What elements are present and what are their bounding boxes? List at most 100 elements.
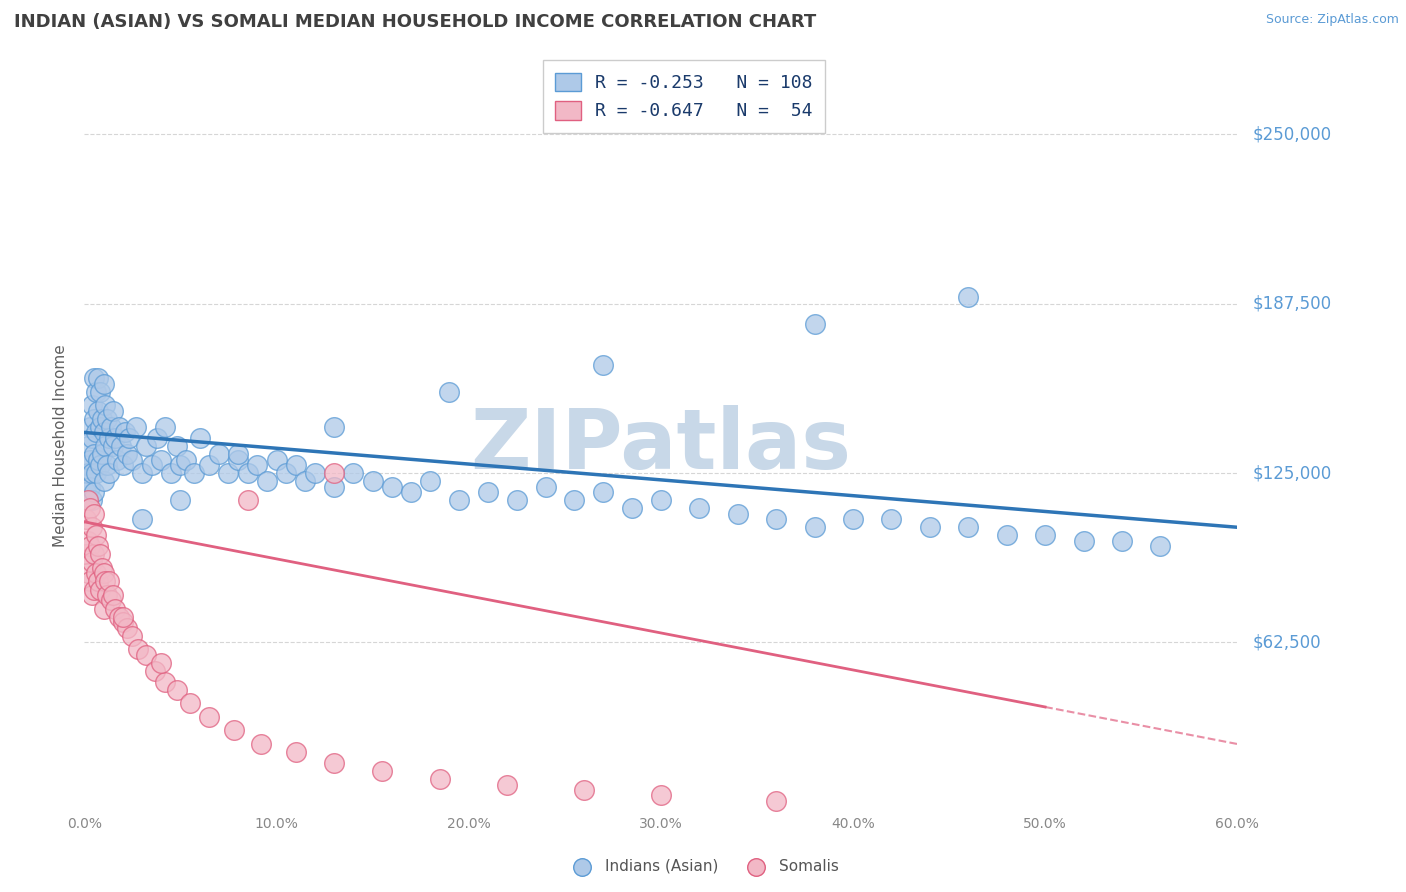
Point: [83, 371, 105, 385]
Point: [688, 501, 710, 516]
Point: [93, 474, 115, 488]
Point: [80, 466, 103, 480]
Point: [153, 420, 176, 434]
Point: [87, 452, 110, 467]
Point: [89, 458, 111, 472]
Point: [80, 398, 103, 412]
Legend: R = -0.253   N = 108, R = -0.647   N =  54: R = -0.253 N = 108, R = -0.647 N = 54: [543, 60, 825, 133]
Point: [83, 582, 105, 597]
Point: [93, 425, 115, 440]
Point: [87, 404, 110, 418]
Point: [100, 593, 122, 607]
Point: [89, 582, 111, 597]
Point: [84, 566, 107, 581]
Point: [323, 466, 346, 480]
Point: [166, 682, 188, 697]
Point: [323, 480, 346, 494]
Point: [77, 493, 100, 508]
Point: [75, 458, 97, 472]
Point: [150, 452, 173, 467]
Point: [115, 620, 138, 634]
Point: [131, 466, 153, 480]
Point: [174, 452, 197, 467]
Point: [429, 772, 451, 787]
Point: [150, 656, 173, 670]
Point: [121, 452, 143, 467]
Point: [304, 466, 326, 480]
Point: [371, 764, 394, 778]
Text: INDIAN (ASIAN) VS SOMALI MEDIAN HOUSEHOLD INCOME CORRELATION CHART: INDIAN (ASIAN) VS SOMALI MEDIAN HOUSEHOL…: [14, 13, 817, 31]
Point: [100, 420, 122, 434]
Point: [218, 466, 240, 480]
Point: [250, 737, 273, 751]
Point: [104, 431, 127, 445]
Point: [96, 412, 118, 426]
Point: [141, 458, 163, 472]
Point: [98, 466, 121, 480]
Point: [94, 574, 117, 589]
Point: [323, 420, 346, 434]
Point: [87, 539, 110, 553]
Point: [83, 447, 105, 461]
Point: [208, 447, 231, 461]
Point: [127, 642, 149, 657]
Point: [995, 528, 1018, 542]
Point: [131, 512, 153, 526]
Point: [880, 512, 903, 526]
Point: [419, 474, 441, 488]
Point: [83, 507, 105, 521]
Point: [169, 493, 191, 508]
Point: [449, 493, 471, 508]
Point: [727, 507, 749, 521]
Point: [135, 648, 157, 662]
Point: [276, 466, 298, 480]
Point: [108, 609, 131, 624]
Point: [765, 512, 787, 526]
Point: [77, 466, 100, 480]
Point: [592, 358, 614, 372]
Point: [342, 466, 364, 480]
Point: [89, 420, 111, 434]
Point: [104, 601, 127, 615]
Point: [534, 480, 557, 494]
Point: [79, 574, 101, 589]
Point: [650, 789, 672, 803]
Point: [294, 474, 316, 488]
Point: [381, 480, 404, 494]
Point: [79, 420, 101, 434]
Point: [146, 431, 169, 445]
Point: [108, 420, 131, 434]
Point: [918, 520, 941, 534]
Point: [87, 574, 110, 589]
Point: [80, 588, 103, 602]
Point: [399, 485, 422, 500]
Point: [80, 431, 103, 445]
Point: [84, 528, 107, 542]
Point: [83, 412, 105, 426]
Point: [105, 452, 128, 467]
Text: $187,500: $187,500: [1253, 294, 1331, 313]
Point: [90, 412, 112, 426]
Point: [77, 566, 100, 581]
Point: [93, 601, 115, 615]
Point: [103, 404, 124, 418]
Point: [93, 376, 115, 391]
Point: [266, 452, 288, 467]
Point: [1111, 533, 1133, 548]
Point: [93, 566, 115, 581]
Point: [564, 493, 586, 508]
Point: [83, 485, 105, 500]
Point: [79, 480, 101, 494]
Legend: Indians (Asian), Somalis: Indians (Asian), Somalis: [561, 853, 845, 880]
Point: [650, 493, 672, 508]
Point: [80, 520, 103, 534]
Point: [77, 533, 100, 548]
Point: [572, 783, 595, 797]
Point: [284, 745, 307, 759]
Point: [621, 501, 644, 516]
Y-axis label: Median Household Income: Median Household Income: [53, 344, 69, 548]
Point: [236, 493, 259, 508]
Point: [506, 493, 529, 508]
Point: [96, 588, 118, 602]
Text: $62,500: $62,500: [1253, 633, 1322, 651]
